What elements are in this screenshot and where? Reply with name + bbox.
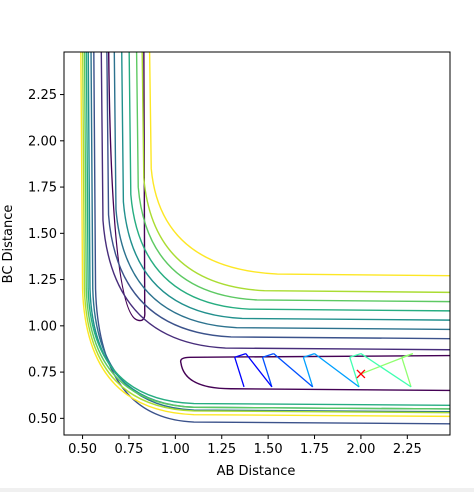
- contour-line: [179, 354, 450, 392]
- trajectory-segment: [234, 352, 247, 358]
- contour-line: [85, 52, 450, 406]
- trajectory-segment: [349, 352, 362, 358]
- y-tick-label: 1.25: [28, 273, 57, 288]
- trajectory-segment: [401, 357, 412, 388]
- contour-line: [148, 52, 450, 277]
- x-tick-label: 0.50: [68, 442, 97, 457]
- contour-lines: [80, 52, 450, 425]
- y-tick-label: 2.25: [28, 88, 57, 103]
- x-axis-ticks: 0.50 0.75 1.00 1.25 1.50 1.75 2.00 2.25: [68, 435, 422, 457]
- trajectory-segment: [401, 352, 414, 358]
- contour-line: [141, 52, 450, 294]
- contour-line: [83, 52, 450, 410]
- trajectory-segment: [303, 352, 315, 358]
- x-tick-label: 0.75: [114, 442, 143, 457]
- trajectory-segment: [245, 353, 273, 388]
- trajectory-segment: [262, 352, 274, 358]
- contour-line: [90, 52, 450, 413]
- y-tick-label: 1.00: [28, 319, 57, 334]
- contour-line: [121, 52, 450, 321]
- x-tick-label: 1.00: [161, 442, 190, 457]
- trajectory: [234, 352, 414, 388]
- x-tick-label: 2.00: [346, 442, 375, 457]
- trajectory-segment: [273, 353, 314, 388]
- marker-stroke: [356, 369, 366, 379]
- contour-line: [80, 52, 450, 418]
- x-tick-label: 1.75: [300, 442, 329, 457]
- contour-line: [128, 52, 450, 312]
- x-tick-label: 1.25: [207, 442, 236, 457]
- contour-line: [135, 52, 450, 303]
- contour-line: [108, 52, 146, 322]
- bottom-bar: [0, 488, 474, 492]
- trajectory-segment: [349, 357, 360, 388]
- y-tick-label: 2.00: [28, 134, 57, 149]
- contour-line: [100, 52, 450, 351]
- trajectory-segment: [302, 357, 314, 388]
- contour-line: [106, 52, 450, 340]
- trajectory-segment: [261, 357, 273, 388]
- x-tick-label: 2.25: [393, 442, 422, 457]
- y-tick-label: 1.50: [28, 227, 57, 242]
- plot-frame: [63, 51, 451, 436]
- start-marker: [356, 369, 366, 379]
- trajectory-segment: [314, 353, 360, 388]
- x-axis-label: AB Distance: [217, 464, 296, 479]
- y-tick-label: 1.75: [28, 181, 57, 196]
- contour-line: [81, 52, 450, 414]
- y-tick-label: 0.50: [28, 412, 57, 427]
- trajectory-segment: [360, 353, 412, 388]
- contour-line: [113, 52, 450, 331]
- x-tick-label: 1.50: [254, 442, 283, 457]
- y-tick-label: 0.75: [28, 366, 57, 381]
- y-axis-ticks: 0.50 0.75 1.00 1.25 1.50 1.75 2.00 2.25: [28, 88, 64, 427]
- y-axis-label: BC Distance: [1, 205, 16, 284]
- trajectory-segment: [234, 357, 245, 388]
